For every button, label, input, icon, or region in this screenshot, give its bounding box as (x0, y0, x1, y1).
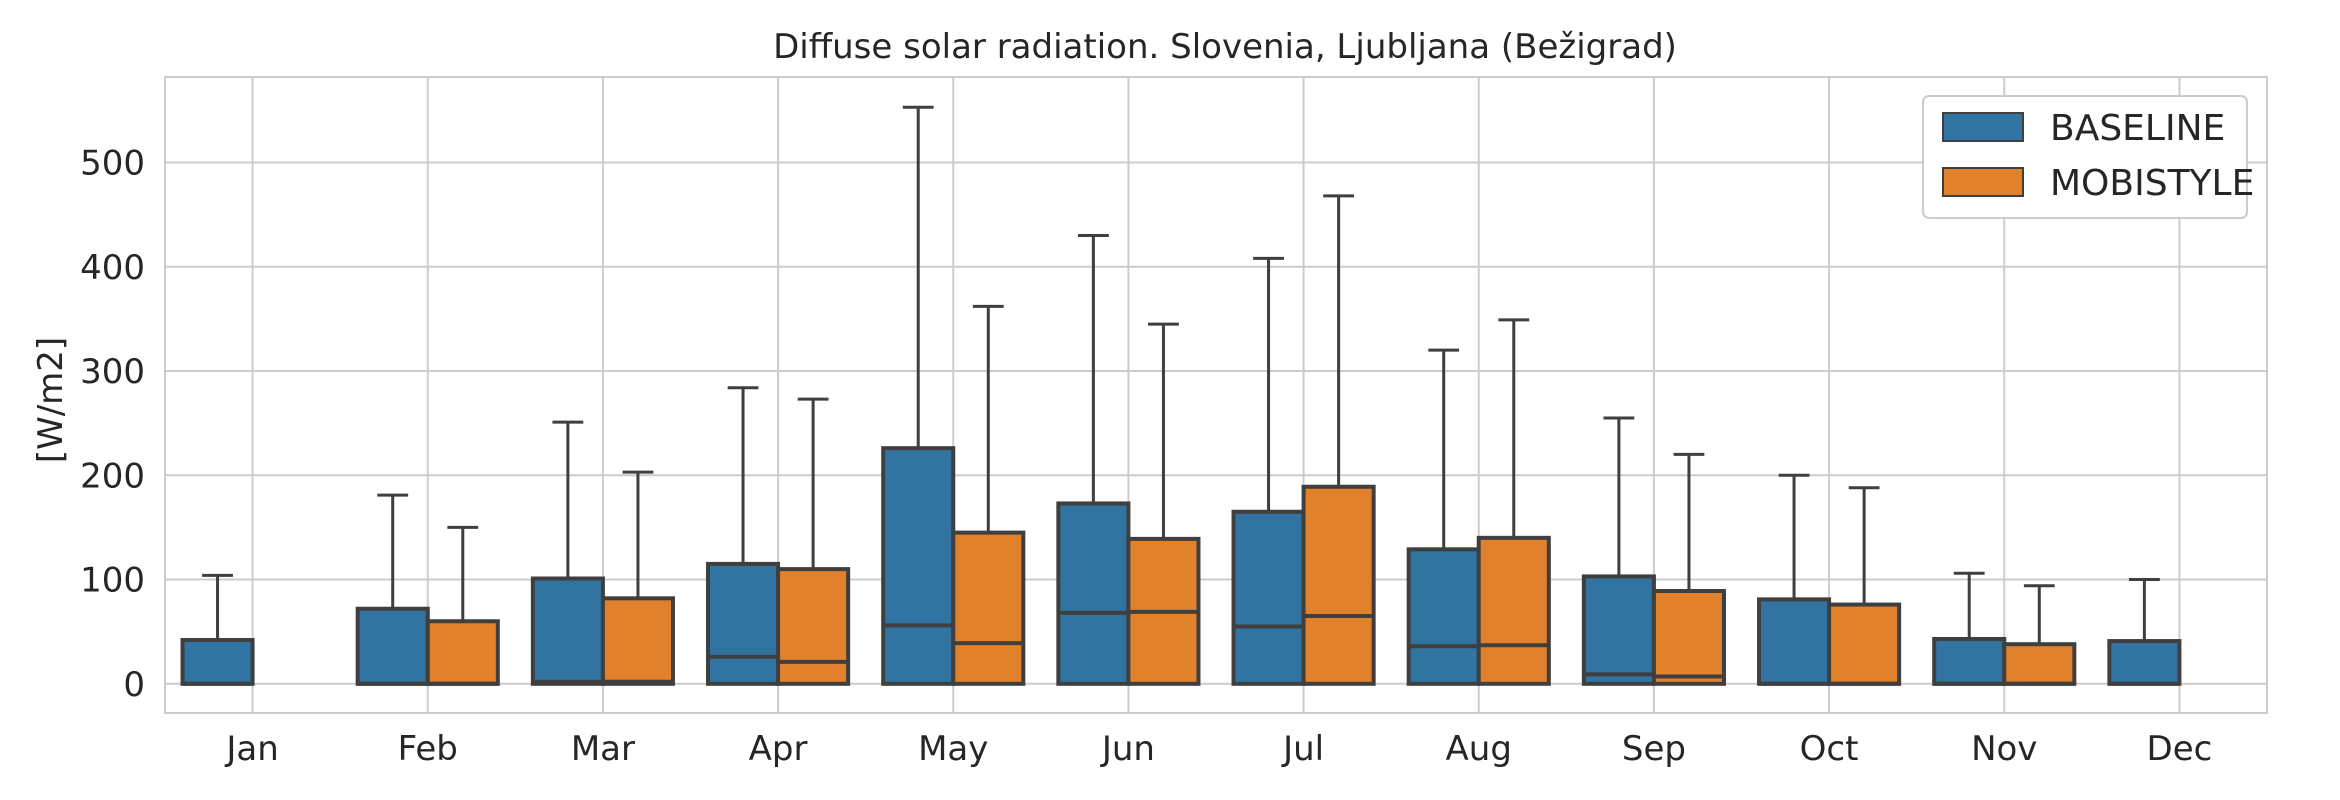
box-series (180, 105, 2182, 686)
x-tick-label: Oct (1800, 729, 1859, 769)
legend-label-baseline: BASELINE (2050, 108, 2225, 149)
x-tick-label: Jul (1281, 729, 1324, 769)
x-tick-labels: Jan Feb Mar Apr May Jun Jul Aug Sep Oct Nov Dec (224, 729, 2212, 769)
x-tick-label: Nov (1971, 729, 2037, 769)
y-tick-label: 200 (80, 456, 145, 496)
legend-label-mobistyle: MOBISTYLE (2050, 163, 2254, 204)
x-tick-label: Aug (1446, 729, 1512, 769)
x-tick-label: May (918, 729, 988, 769)
series-baseline (180, 105, 2182, 686)
legend-swatch-mobistyle (1942, 167, 2024, 197)
box (1301, 484, 1376, 686)
box (706, 561, 781, 686)
box (1932, 636, 2007, 686)
box (1476, 535, 1551, 686)
x-tick-label: Apr (749, 729, 808, 769)
y-axis-label: [W/m2] (31, 337, 71, 463)
box (776, 567, 851, 686)
y-tick-label: 100 (80, 561, 145, 601)
plot-frame (164, 76, 2268, 714)
box (180, 638, 255, 686)
box (881, 446, 956, 686)
box (425, 619, 500, 686)
y-tick-label: 500 (80, 143, 145, 183)
box (355, 606, 430, 686)
box (1406, 547, 1481, 686)
x-tick-label: Jan (224, 729, 278, 769)
box (1757, 597, 1832, 686)
chart-title: Diffuse solar radiation. Slovenia, Ljubl… (773, 27, 1677, 67)
x-tick-label: Jun (1100, 729, 1155, 769)
box (951, 530, 1026, 686)
y-tick-label: 400 (80, 248, 145, 288)
x-tick-label: Sep (1622, 729, 1686, 769)
legend-swatch-baseline (1942, 112, 2024, 142)
box (1651, 589, 1726, 686)
box (2002, 642, 2077, 686)
y-tick-labels: 0 100 200 300 400 500 (80, 143, 145, 704)
box (600, 596, 675, 686)
box (1581, 574, 1656, 686)
y-tick-label: 0 (123, 665, 145, 705)
box (1056, 501, 1131, 686)
x-tick-label: Dec (2147, 729, 2213, 769)
box (530, 576, 605, 686)
series-mobistyle (425, 194, 2077, 686)
box (2107, 639, 2182, 686)
y-tick-label: 300 (80, 352, 145, 392)
box (1231, 509, 1306, 686)
box (1827, 602, 1902, 686)
legend: BASELINE MOBISTYLE (1922, 95, 2254, 219)
x-tick-label: Feb (398, 729, 458, 769)
x-tick-label: Mar (571, 729, 635, 769)
